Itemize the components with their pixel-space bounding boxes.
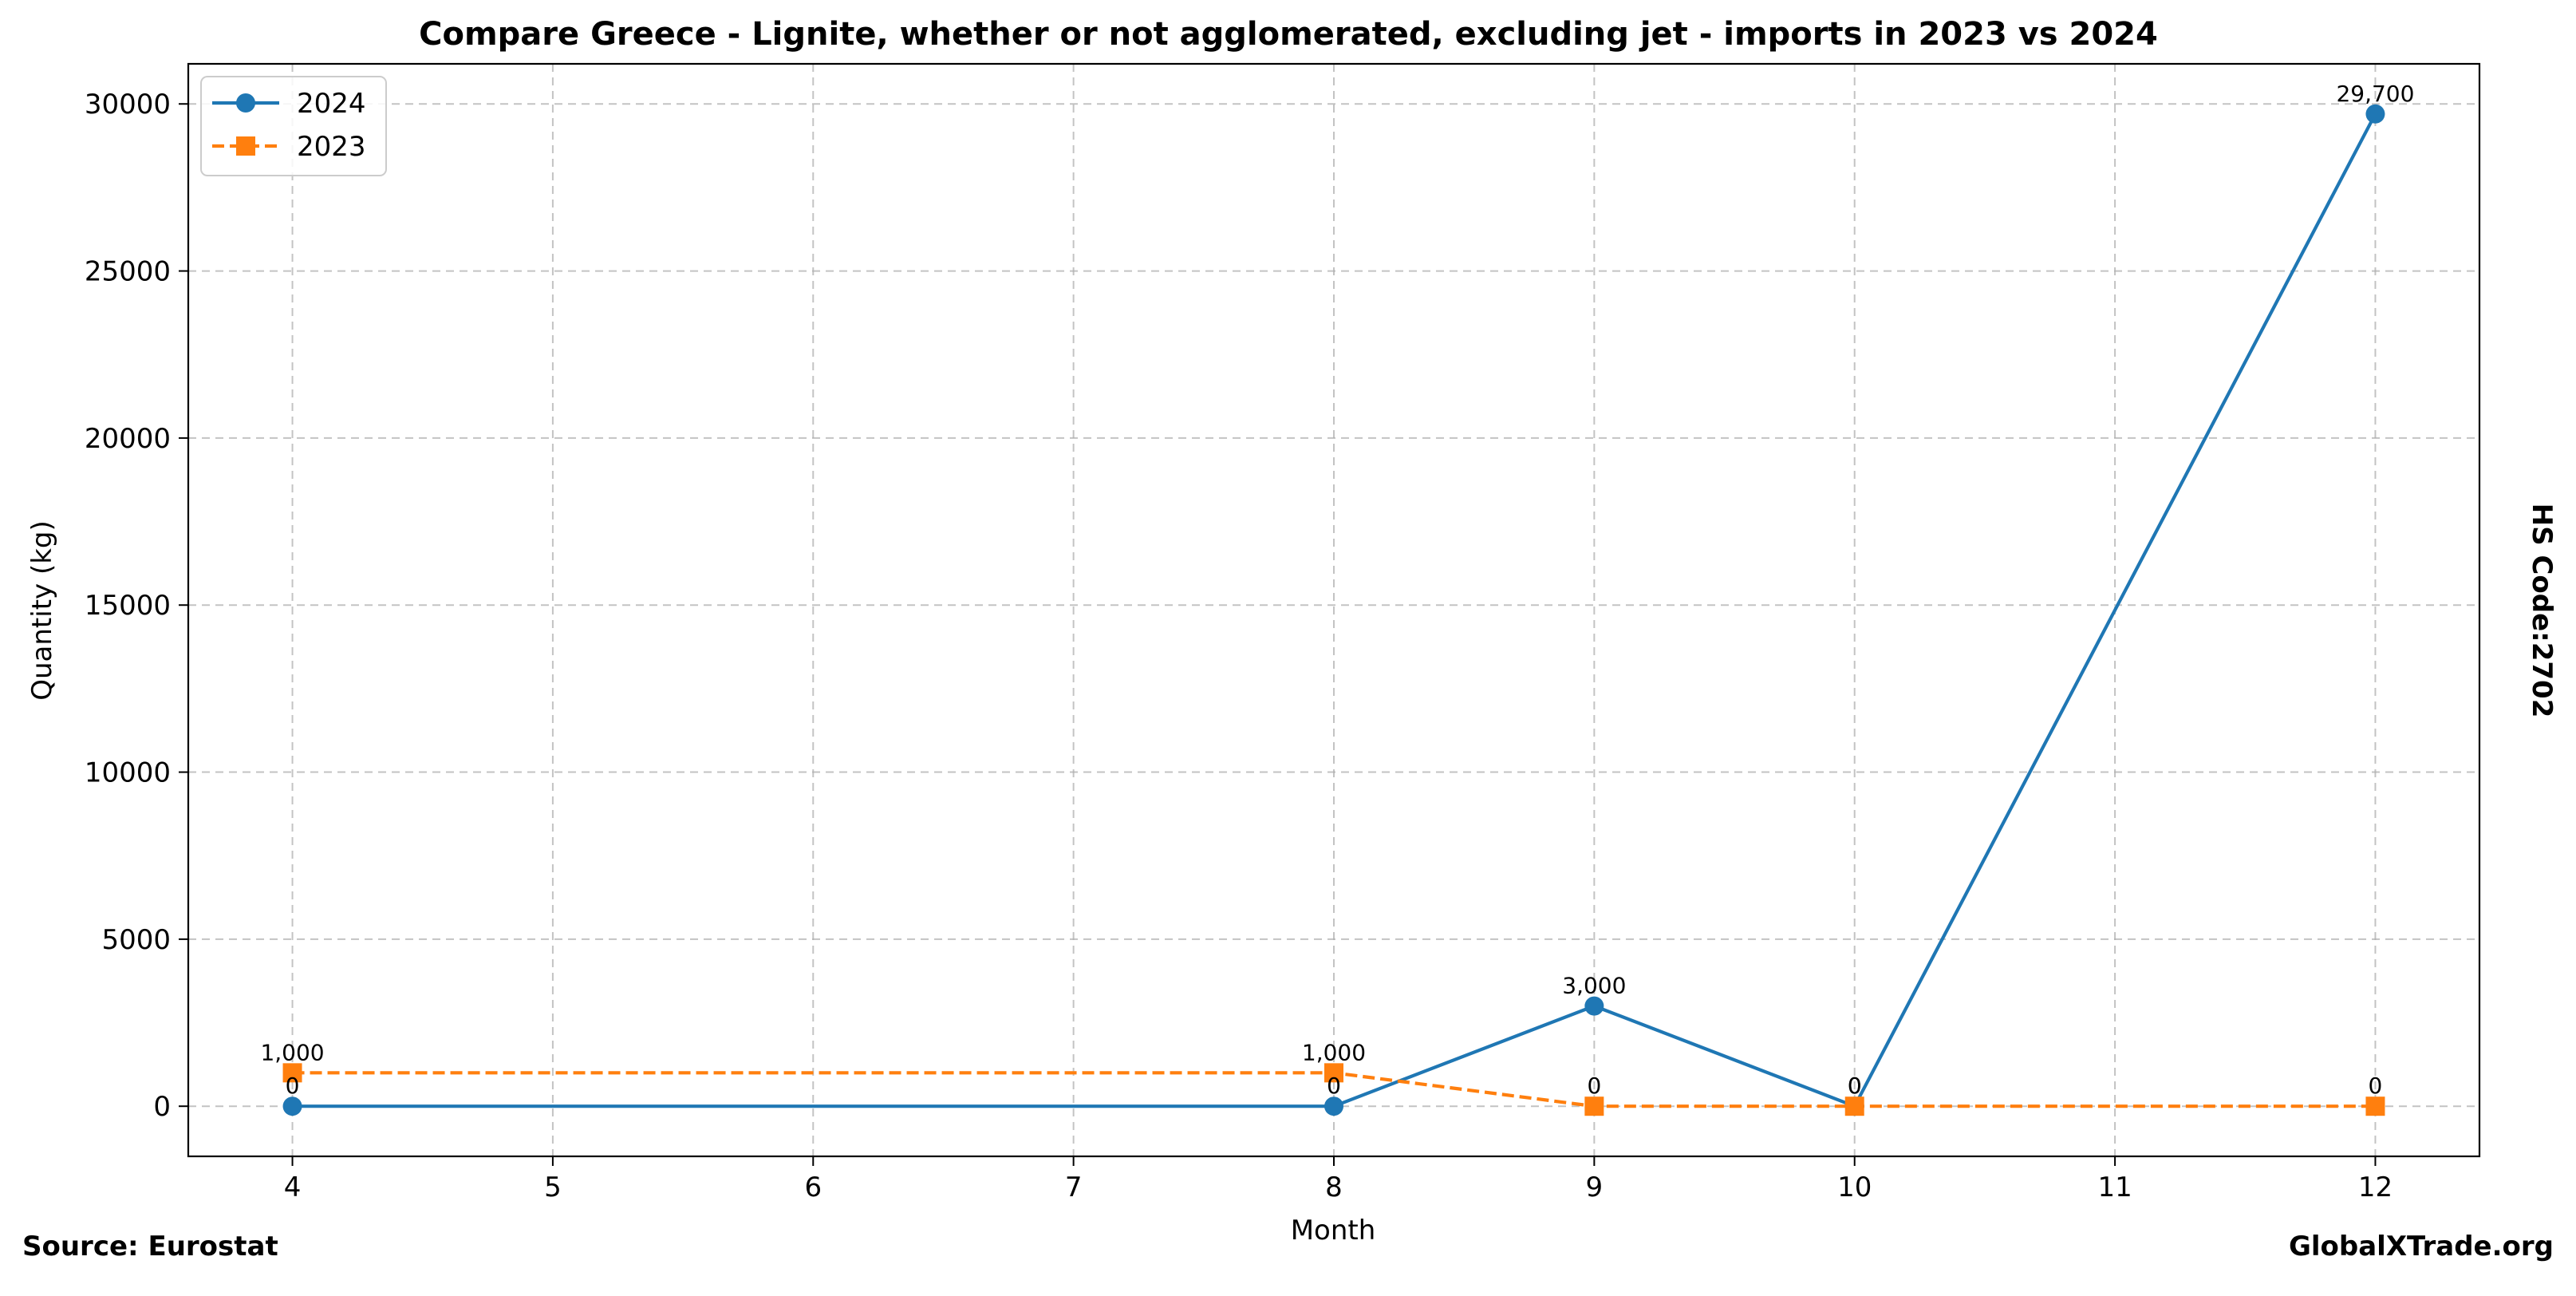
data-point-2023 <box>2365 1096 2385 1116</box>
data-point-2024 <box>1584 996 1604 1016</box>
x-tick-label: 5 <box>544 1172 562 1203</box>
x-tick-label: 10 <box>1837 1172 1872 1203</box>
x-tick-label: 9 <box>1586 1172 1604 1203</box>
y-tick-label: 30000 <box>85 89 171 121</box>
data-point-2023 <box>282 1063 302 1083</box>
legend-marker-2024 <box>236 93 255 113</box>
data-label-2023: 0 <box>1587 1073 1601 1099</box>
y-axis-ticks: 0 5000 10000 15000 20000 25000 30000 <box>85 89 188 1123</box>
x-tick-label: 4 <box>284 1172 302 1203</box>
legend-label-2023: 2023 <box>297 131 366 163</box>
x-tick-label: 12 <box>2358 1172 2393 1203</box>
x-axis-label: Month <box>1291 1215 1376 1247</box>
legend: 2024 2023 <box>200 76 387 176</box>
y-tick-label: 20000 <box>85 423 171 455</box>
data-label-2024: 0 <box>286 1073 300 1099</box>
y-tick-label: 0 <box>153 1091 171 1123</box>
data-label-2023: 0 <box>1848 1073 1862 1099</box>
data-label-2024: 3,000 <box>1562 973 1626 999</box>
grid <box>188 64 2479 1156</box>
data-label-2024: 29,700 <box>2336 81 2414 107</box>
brand-label: GlobalXTrade.org <box>2288 1231 2554 1262</box>
y-tick-label: 15000 <box>85 590 171 622</box>
data-point-2023 <box>1324 1063 1343 1083</box>
chart-title: Compare Greece - Lignite, whether or not… <box>419 16 2158 53</box>
legend-label-2024: 2024 <box>297 88 366 120</box>
data-point-2024 <box>282 1096 302 1116</box>
series-markers <box>282 104 2385 1116</box>
x-axis-ticks: 4 5 6 7 8 9 10 11 12 <box>284 1156 2393 1203</box>
y-tick-label: 5000 <box>101 924 171 956</box>
legend-marker-2023 <box>236 136 255 156</box>
x-tick-label: 8 <box>1325 1172 1343 1203</box>
x-tick-label: 6 <box>804 1172 822 1203</box>
data-label-2023: 0 <box>2369 1073 2383 1099</box>
x-tick-label: 7 <box>1065 1172 1083 1203</box>
source-label: Source: Eurostat <box>22 1231 278 1262</box>
data-label-2024: 0 <box>1327 1073 1341 1099</box>
data-point-2023 <box>1584 1096 1604 1116</box>
data-point-2023 <box>1844 1096 1864 1116</box>
y-axis-label: Quantity (kg) <box>26 520 58 701</box>
data-point-2024 <box>2365 104 2385 124</box>
x-tick-label: 11 <box>2097 1172 2132 1203</box>
hs-code-label: HS Code:2702 <box>2526 504 2558 718</box>
data-point-2024 <box>1324 1096 1343 1116</box>
y-tick-label: 25000 <box>85 256 171 288</box>
data-label-2023: 1,000 <box>1302 1039 1366 1065</box>
data-label-2023: 1,000 <box>260 1039 324 1065</box>
y-tick-label: 10000 <box>85 757 171 789</box>
data-label-2024: 0 <box>1848 1073 1862 1099</box>
